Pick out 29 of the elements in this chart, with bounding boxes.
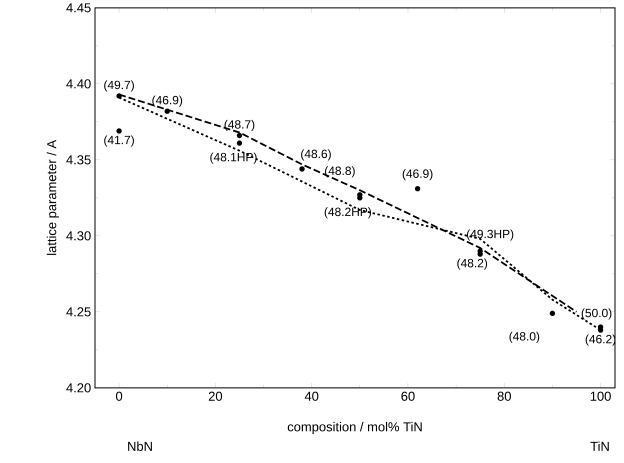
x-tick-label: 80 (498, 392, 511, 401)
text: NbN (128, 442, 152, 452)
x-tick-label: 60 (401, 392, 415, 401)
annotation: (48.2) (457, 258, 488, 270)
annotation: (48.2HP) (324, 207, 372, 219)
annotation: (49.3HP) (466, 230, 514, 241)
x-tick-label: 0 (116, 392, 122, 401)
x-axis-title: composition / mol% TiN (288, 422, 422, 434)
annotation: (41.7) (104, 136, 134, 147)
text: TiN (590, 442, 609, 451)
y-tick-label: 4.45 (66, 3, 91, 12)
y-tick-label: 4.30 (66, 231, 91, 240)
y-tick-label: 4.20 (66, 383, 91, 392)
x-tick-label: 20 (208, 392, 222, 401)
x-tick-label: 100 (590, 392, 611, 401)
annotation: (48.1HP) (210, 152, 257, 164)
annotation: (48.8) (325, 166, 355, 178)
annotation: (49.7) (104, 80, 134, 92)
x-tick-label: 40 (304, 392, 318, 401)
annotation: (46.9) (152, 96, 182, 107)
annotation: (48.6) (301, 149, 331, 161)
annotation: (48.0) (509, 332, 540, 343)
y-tick-label: 4.25 (66, 307, 91, 316)
y-axis-title: lattice parameter / A (46, 140, 59, 255)
annotation: (46.9) (402, 169, 432, 180)
annotation: (50.0) (582, 308, 612, 320)
y-tick-label: 4.35 (66, 155, 91, 164)
y-tick-label: 4.40 (66, 79, 91, 88)
annotation: (48.7) (224, 120, 254, 132)
